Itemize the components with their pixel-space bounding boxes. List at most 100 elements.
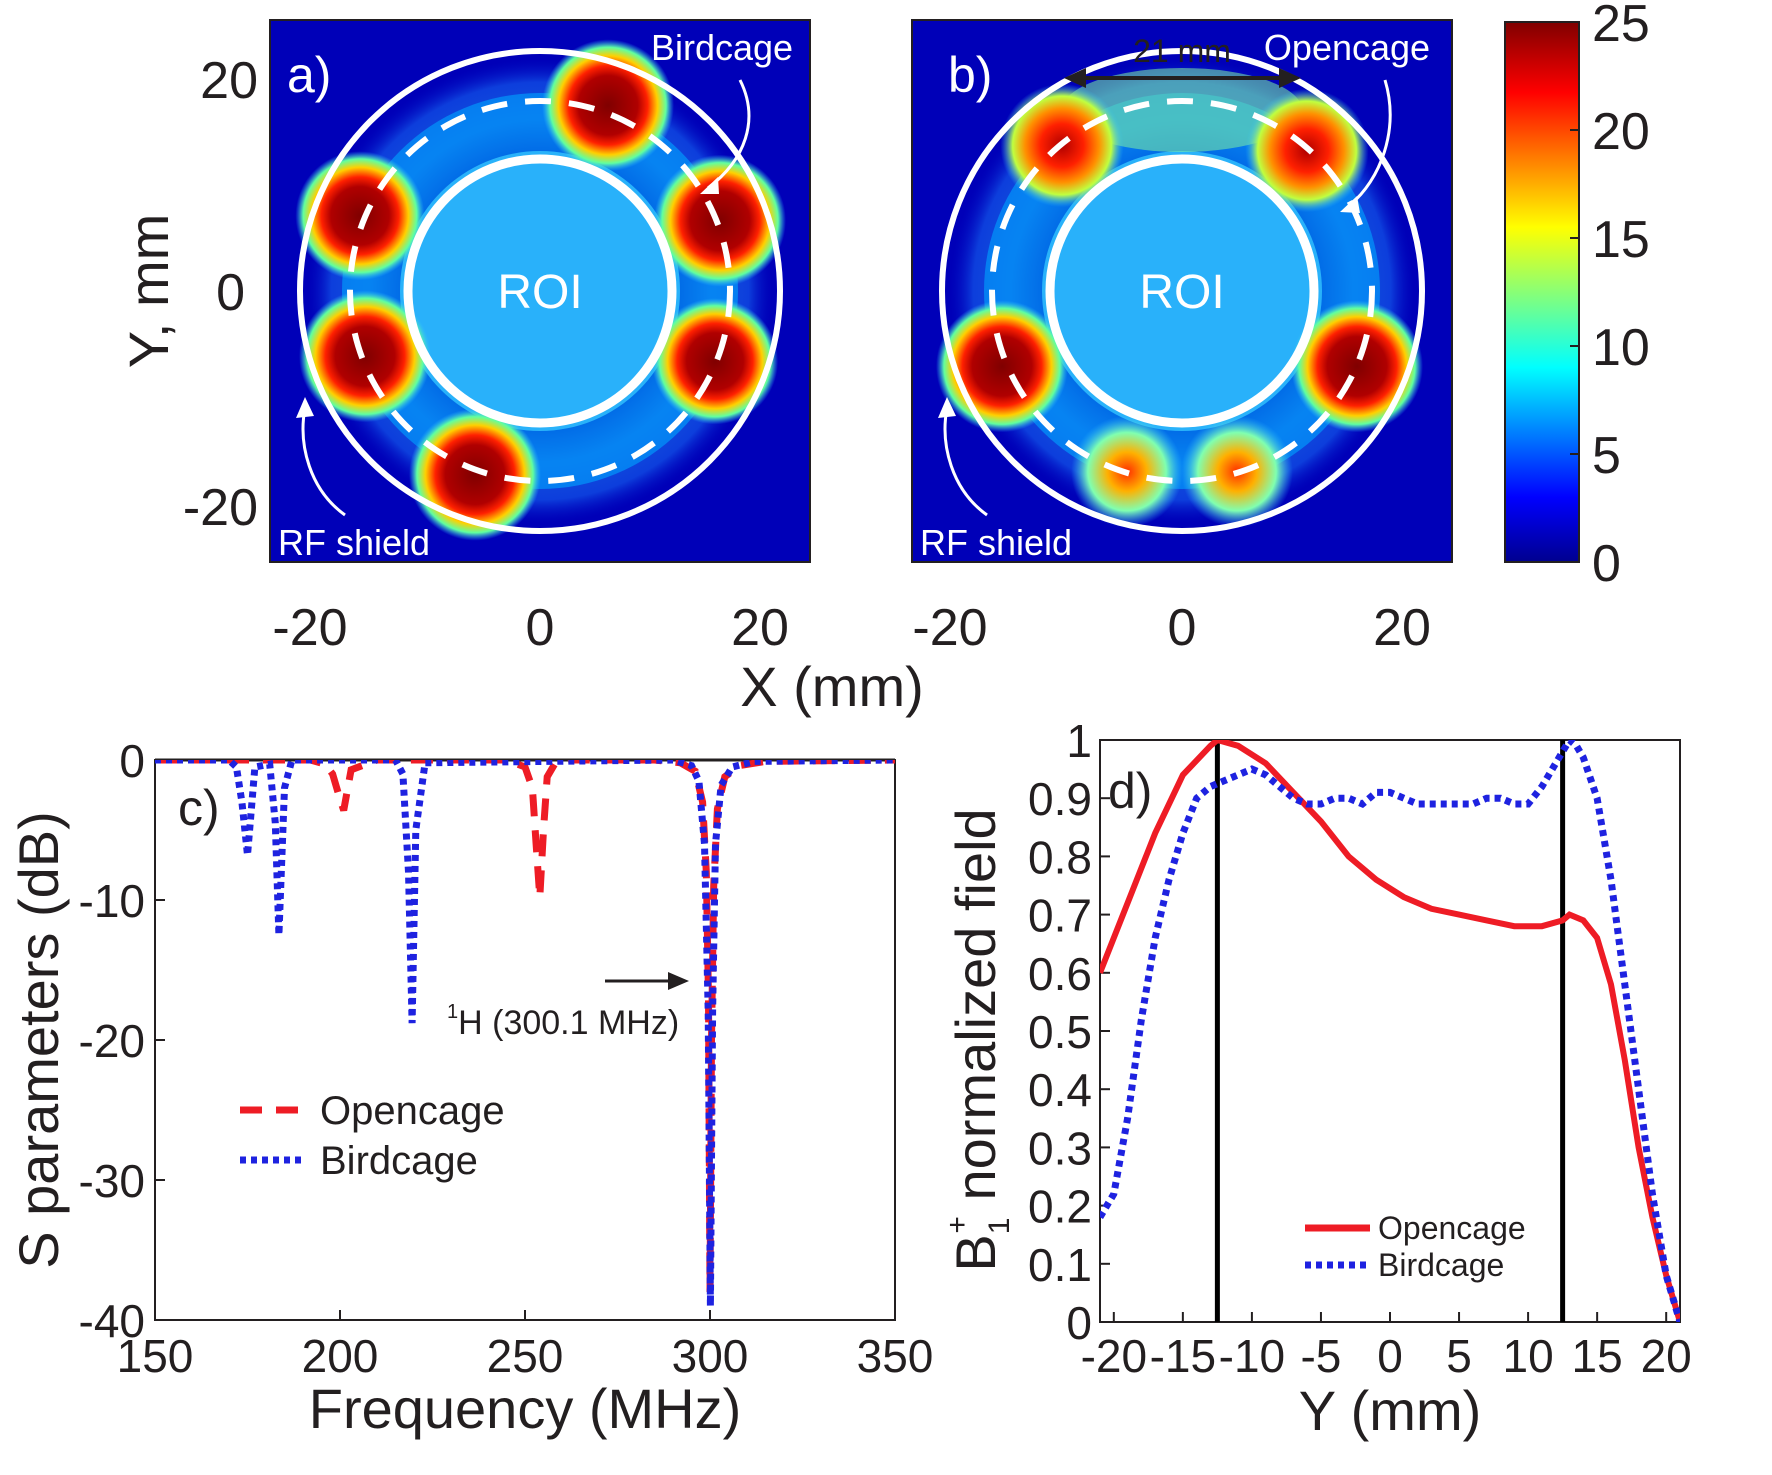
hotspot: [651, 298, 779, 425]
panel-c: 150 200 250 300 350 0 -10 -20 -30 -40 c) 1H (300.…: [7, 735, 933, 1440]
panel-d-ticks: -20 -15 -10 -5 0 5 10 15 2010.90.80.70.60.50.40.…: [1028, 715, 1692, 1382]
panel-b-shield-arrowhead: [938, 397, 956, 418]
x-tick-label: 10: [1503, 1330, 1554, 1382]
heatmap-a: [270, 20, 810, 562]
panel-c-xlabel: Frequency (MHz): [309, 1377, 742, 1440]
shared-xlabel: X (mm): [740, 655, 924, 718]
colorbar-gradient: [1504, 21, 1580, 563]
panel-b: b) ROI Opencage RF shield 21 mm -20 0 20…: [740, 19, 1453, 718]
x-tick-label: 200: [302, 1330, 379, 1382]
y-tick-label: 0.1: [1028, 1239, 1092, 1291]
legend-d-birdcage-label: Birdcage: [1378, 1247, 1504, 1283]
panel-b-label: b): [948, 47, 992, 103]
panel-c-ylabel: S parameters (dB): [7, 811, 70, 1269]
y-tick-label: 0.4: [1028, 1064, 1092, 1116]
panel-a-shield-label: RF shield: [278, 522, 430, 563]
hotspot: [654, 154, 786, 287]
y-tick-label: 0.2: [1028, 1181, 1092, 1233]
panel-b-xtick: 0: [1168, 599, 1197, 657]
panel-d: -20 -15 -10 -5 0 5 10 15 2010.90.80.70.60.50.40.…: [941, 715, 1692, 1442]
colorbar: 25 20 15 10 5 0: [1504, 0, 1650, 593]
y-tick-label: -30: [79, 1155, 145, 1207]
x-tick-label: 250: [487, 1330, 564, 1382]
colorbar-tick-label: 25: [1592, 0, 1650, 53]
panel-b-xtick: -20: [912, 599, 987, 657]
series-birdcage-line: [155, 760, 895, 1307]
panel-b-rf-shield-ring: [939, 48, 1425, 534]
panel-b-shield-arrow: [943, 407, 988, 517]
heatmap-b-top-field: [1062, 68, 1302, 152]
y-tick-label: 0.5: [1028, 1006, 1092, 1058]
y-tick-label: -40: [79, 1295, 145, 1347]
x-tick-label: 15: [1572, 1330, 1623, 1382]
panel-a-coil-arrow: [707, 79, 751, 190]
panel-a-label: a): [287, 47, 331, 103]
colorbar-tick-label: 5: [1592, 427, 1621, 485]
panel-a-roi-label: ROI: [497, 266, 582, 319]
panel-a-frame: [269, 19, 811, 563]
panel-a-shield-arrow: [301, 407, 346, 517]
legend-d-opencage-label: Opencage: [1378, 1210, 1526, 1246]
hotspot: [1291, 300, 1423, 433]
panel-a-xtick: -20: [272, 599, 347, 657]
panel-a: a) ROI Birdcage RF shield 20 0 -20 Y, mm…: [117, 19, 811, 657]
panel-b-coil-arrowhead: [1340, 196, 1360, 213]
panel-a-ytick: -20: [183, 479, 258, 537]
x-tick-label: -5: [1300, 1330, 1341, 1382]
x-tick-label: 350: [857, 1330, 934, 1382]
y-tick-label: 0: [119, 735, 145, 787]
panel-b-shield-label: RF shield: [920, 522, 1072, 563]
heatmap-a-hotspots: [295, 39, 786, 541]
panel-a-roi-ring: [403, 154, 677, 428]
panel-a-xtick: 0: [526, 599, 555, 657]
panel-d-vlines: [1214, 740, 1566, 1322]
panel-a-coil-arrowhead: [700, 177, 719, 194]
colorbar-ticks: 25 20 15 10 5 0: [1570, 0, 1650, 593]
panel-d-label: d): [1108, 763, 1152, 819]
y-tick-label: -20: [79, 1015, 145, 1067]
panel-a-coil-ring: [347, 98, 733, 484]
panel-b-coil-label: Opencage: [1264, 27, 1430, 68]
series-opencage-line: [155, 760, 895, 1293]
x-tick-label: -10: [1219, 1330, 1285, 1382]
panel-c-annotation: 1H (300.1 MHz): [447, 1001, 679, 1042]
colorbar-tick-label: 20: [1592, 103, 1650, 161]
panel-c-annotation-arrowhead: [668, 972, 689, 990]
x-tick-label: 5: [1446, 1330, 1472, 1382]
hotspot: [299, 290, 431, 423]
panel-b-frame: [911, 19, 1453, 563]
y-tick-label: 0.6: [1028, 948, 1092, 1000]
x-tick-label: -20: [1081, 1330, 1147, 1382]
heatmap-b-roi-field: [1042, 151, 1322, 431]
legend-opencage-label: Opencage: [320, 1089, 505, 1133]
panel-a-rf-shield-ring: [297, 48, 783, 534]
panel-a-shield-arrowhead: [296, 397, 314, 418]
panel-d-xlabel: Y (mm): [1299, 1379, 1482, 1442]
y-tick-label: 0.9: [1028, 773, 1092, 825]
y-tick-label: -10: [79, 875, 145, 927]
panel-b-roi-ring: [1045, 154, 1319, 428]
panel-b-xtick: 20: [1373, 599, 1431, 657]
legend-birdcage-label: Birdcage: [320, 1139, 478, 1183]
x-tick-label: 150: [117, 1330, 194, 1382]
y-tick-label: 1: [1066, 715, 1092, 767]
panel-b-width-label: 21 mm: [1133, 33, 1231, 69]
panel-b-width-arrowhead-left: [1064, 68, 1086, 88]
y-tick-label: 0.8: [1028, 831, 1092, 883]
panel-a-ytick: 0: [216, 264, 245, 322]
panel-b-coil-ring: [989, 98, 1375, 484]
x-tick-label: 20: [1641, 1330, 1692, 1382]
y-tick-label: 0.3: [1028, 1122, 1092, 1174]
panel-c-ticks: 150 200 250 300 350 0 -10 -20 -30 -40: [79, 735, 934, 1382]
panel-b-coil-arrow: [1349, 79, 1392, 207]
colorbar-tick-label: 15: [1592, 211, 1650, 269]
panel-c-label: c): [178, 780, 220, 836]
series-opencage-line: [1100, 740, 1680, 1322]
panel-a-xtick: 20: [731, 599, 789, 657]
colorbar-tick-label: 10: [1592, 319, 1650, 377]
panel-a-ylabel: Y, mm: [117, 214, 180, 369]
y-tick-label: 0.7: [1028, 890, 1092, 942]
heatmap-a-roi-field: [400, 151, 680, 431]
panel-a-ytick: 20: [200, 52, 258, 110]
